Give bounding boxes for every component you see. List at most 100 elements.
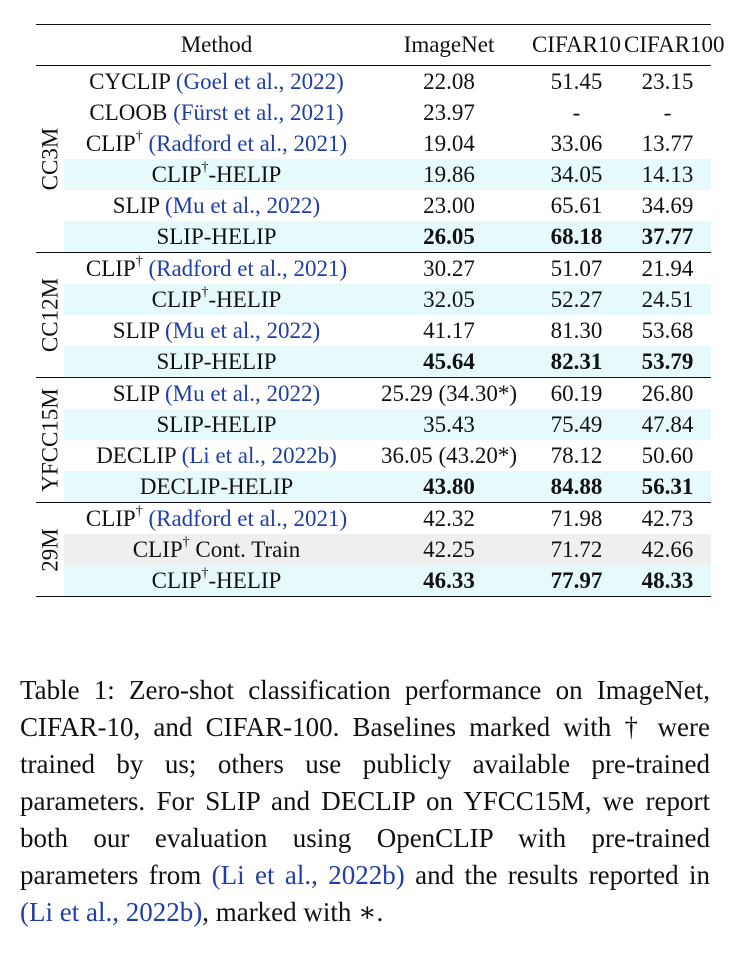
method-name: SLIP: [112, 318, 160, 343]
method-cell: CLIP†-HELIP: [64, 565, 369, 597]
method-cell: CLIP† (Radford et al., 2021): [64, 128, 369, 159]
table-row: CLIP† Cont. Train 42.25 71.72 42.66: [36, 534, 711, 565]
dataset-group-label: CC12M: [37, 277, 63, 353]
caption-text-2: and the results reported in: [404, 860, 710, 890]
table-row: SLIP (Mu et al., 2022) 23.00 65.61 34.69: [36, 190, 711, 221]
table-row: CC3M CYCLIP (Goel et al., 2022) 22.08 51.45…: [36, 65, 711, 190]
header-group-cell: [36, 25, 64, 66]
caption-text-3: , marked with ∗.: [202, 897, 384, 927]
method-citation[interactable]: (Mu et al., 2022): [164, 193, 321, 218]
table-row: CLIP†-HELIP 32.05 52.27 24.51: [36, 284, 711, 315]
dataset-group-label: YFCC15M: [37, 388, 63, 492]
method-cell: SLIP (Mu et al., 2022): [64, 378, 369, 410]
dataset-group-label: 29M: [37, 527, 63, 572]
method-citation[interactable]: (Mu et al., 2022): [164, 381, 321, 406]
imagenet-score: 23.00: [423, 193, 475, 218]
method-suffix: -HELIP: [203, 349, 277, 374]
dagger-marker: †: [135, 504, 143, 520]
cifar100-score: 53.68: [641, 318, 694, 343]
header-method: Method: [180, 32, 253, 57]
cifar100-score: 24.51: [624, 284, 711, 315]
imagenet-score: 25.29 (34.30*): [380, 381, 518, 406]
method-name: CLIP: [85, 256, 136, 281]
method-citation[interactable]: (Radford et al., 2021): [148, 256, 348, 281]
method-name: CYCLIP: [89, 69, 171, 94]
method-suffix: Cont. Train: [189, 537, 301, 562]
imagenet-score: 42.32: [423, 506, 475, 531]
method-name: SLIP: [156, 224, 204, 249]
method-cell: CLIP†-HELIP: [64, 159, 369, 190]
header-cifar100: CIFAR100: [624, 32, 725, 57]
cifar10-score: 51.07: [550, 256, 603, 281]
table-row: CLOOB (Fürst et al., 2021) 23.97 - -: [36, 97, 711, 128]
method-name: DECLIP: [96, 443, 176, 468]
method-name: CLIP: [151, 287, 202, 312]
dagger-marker: †: [135, 254, 143, 270]
method-cell: SLIP-HELIP: [64, 409, 369, 440]
method-citation[interactable]: (Mu et al., 2022): [164, 318, 321, 343]
method-cell: SLIP-HELIP: [64, 346, 369, 378]
method-cell: DECLIP (Li et al., 2022b): [64, 440, 369, 471]
dagger-marker: †: [201, 566, 209, 582]
caption-citation-2[interactable]: (Li et al., 2022b): [20, 897, 203, 927]
dagger-marker: †: [135, 129, 143, 145]
imagenet-score: 36.05 (43.20*): [380, 443, 518, 468]
dagger-marker: †: [201, 285, 209, 301]
cifar100-score: -: [663, 100, 672, 125]
cifar100-score: 53.79: [624, 346, 711, 378]
caption-citation-1[interactable]: (Li et al., 2022b): [211, 860, 405, 890]
method-suffix: -HELIP: [208, 568, 282, 593]
dagger-marker: †: [201, 160, 209, 176]
imagenet-score: 42.25: [369, 534, 529, 565]
cifar100-score: 42.73: [641, 506, 694, 531]
cifar100-score: 56.31: [624, 471, 711, 503]
method-suffix: -HELIP: [203, 224, 277, 249]
method-name: CLIP: [85, 131, 136, 156]
method-cell: SLIP (Mu et al., 2022): [64, 315, 369, 346]
cifar10-score: 52.27: [529, 284, 624, 315]
table-row: SLIP (Mu et al., 2022) 41.17 81.30 53.68: [36, 315, 711, 346]
cifar100-score: 13.77: [641, 131, 694, 156]
imagenet-score: 19.86: [369, 159, 529, 190]
table-body: CC3M CYCLIP (Goel et al., 2022) 22.08 51.45…: [36, 65, 711, 597]
method-citation[interactable]: (Fürst et al., 2021): [173, 100, 344, 125]
table-row: DECLIP (Li et al., 2022b) 36.05 (43.20*) 7…: [36, 440, 711, 471]
dagger-marker: †: [182, 535, 190, 551]
header-imagenet: ImageNet: [403, 32, 495, 57]
caption-text-1: Table 1: Zero-shot classification perfor…: [20, 675, 710, 890]
table-row: CLIP† (Radford et al., 2021) 19.04 33.06 13…: [36, 128, 711, 159]
cifar10-score: 60.19: [550, 381, 603, 406]
method-citation[interactable]: (Radford et al., 2021): [148, 131, 348, 156]
cifar10-score: 51.45: [550, 69, 603, 94]
cifar10-score: 77.97: [529, 565, 624, 597]
method-citation[interactable]: (Li et al., 2022b): [181, 443, 337, 468]
dataset-group-cell: CC12M: [36, 253, 64, 378]
method-citation[interactable]: (Goel et al., 2022): [175, 69, 344, 94]
cifar10-score: 82.31: [529, 346, 624, 378]
cifar10-score: -: [572, 100, 581, 125]
table-row: SLIP-HELIP 35.43 75.49 47.84: [36, 409, 711, 440]
table-row: DECLIP-HELIP 43.80 84.88 56.31: [36, 471, 711, 503]
imagenet-score: 41.17: [423, 318, 475, 343]
cifar100-score: 37.77: [624, 221, 711, 253]
cifar10-score: 34.05: [529, 159, 624, 190]
method-cell: SLIP (Mu et al., 2022): [64, 190, 369, 221]
cifar100-score: 21.94: [641, 256, 694, 281]
method-cell: CLIP† (Radford et al., 2021): [64, 253, 369, 285]
cifar10-score: 65.61: [550, 193, 603, 218]
table-caption: Table 1: Zero-shot classification perfor…: [20, 672, 710, 931]
method-cell: SLIP-HELIP: [64, 221, 369, 253]
method-cell: DECLIP-HELIP: [64, 471, 369, 503]
method-suffix: -HELIP: [208, 287, 282, 312]
method-suffix: -HELIP: [208, 162, 282, 187]
method-cell: CLOOB (Fürst et al., 2021): [64, 97, 369, 128]
method-citation[interactable]: (Radford et al., 2021): [148, 506, 348, 531]
table-row: YFCC15M SLIP (Mu et al., 2022) 25.29 (34.3…: [36, 377, 711, 492]
header-row: Method ImageNet CIFAR10 CIFAR100: [36, 24, 725, 66]
cifar10-score: 71.98: [550, 506, 603, 531]
table-row: SLIP-HELIP 26.05 68.18 37.77: [36, 221, 711, 253]
cifar10-score: 68.18: [529, 221, 624, 253]
method-suffix: -HELIP: [220, 474, 294, 499]
table-row: CC12M CLIP† (Radford et al., 2021) 30.27 51…: [36, 252, 711, 352]
method-suffix: -HELIP: [203, 412, 277, 437]
